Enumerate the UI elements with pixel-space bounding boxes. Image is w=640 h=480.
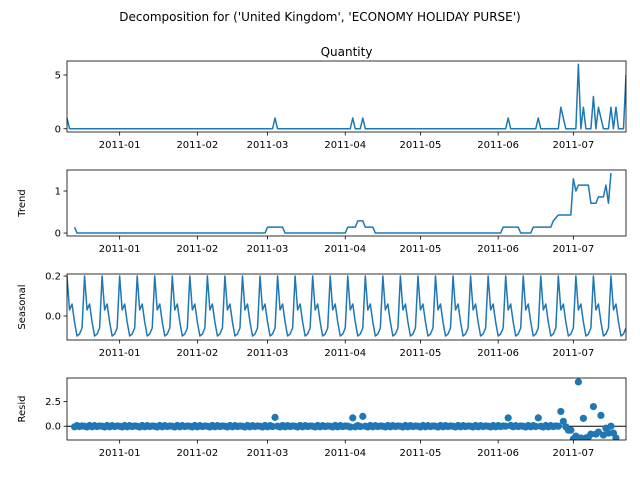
x-tick-label: 2011-05 bbox=[400, 448, 442, 459]
resid-point bbox=[504, 414, 512, 422]
resid-point bbox=[604, 429, 613, 437]
resid-point bbox=[559, 417, 567, 425]
resid-point bbox=[587, 430, 595, 438]
x-tick-label: 2011-01 bbox=[99, 140, 141, 151]
resid-point bbox=[607, 422, 615, 430]
resid-point bbox=[557, 407, 565, 416]
resid-point bbox=[359, 412, 367, 420]
resid-point bbox=[589, 402, 598, 411]
x-tick-label: 2011-07 bbox=[552, 244, 594, 255]
panel-title: Quantity bbox=[321, 45, 373, 59]
resid-point bbox=[534, 414, 542, 422]
axes-frame bbox=[66, 273, 627, 341]
resid-point bbox=[567, 426, 575, 434]
y-axis-label: Trend bbox=[17, 189, 28, 217]
resid-point bbox=[349, 414, 357, 422]
x-tick-label: 2011-01 bbox=[99, 244, 141, 255]
panel-3: Seasonal 0.0 0.2 2011-01 2011-02 2011-03 2011-… bbox=[17, 272, 627, 359]
y-tick-label: 0.0 bbox=[45, 422, 61, 433]
series-line bbox=[73, 172, 612, 234]
axes-frame bbox=[66, 377, 627, 441]
y-tick-label: 0.0 bbox=[45, 312, 61, 323]
axes-frame bbox=[66, 169, 627, 237]
x-tick-label: 2011-07 bbox=[552, 448, 594, 459]
x-tick-label: 2011-03 bbox=[247, 348, 289, 359]
x-tick-label: 2011-05 bbox=[400, 244, 442, 255]
y-axis-label: Seasonal bbox=[17, 284, 28, 329]
panels-group: Quantity 0 5 2011-01 2011-02 2011-03 2011-04 20… bbox=[17, 45, 627, 459]
x-tick-label: 2011-03 bbox=[247, 140, 289, 151]
x-tick-label: 2011-06 bbox=[477, 448, 519, 459]
axes-frame bbox=[66, 60, 627, 133]
series-line bbox=[67, 275, 626, 337]
resid-point bbox=[579, 414, 587, 422]
series-group bbox=[67, 63, 626, 130]
panel-2: Trend 0 1 2011-01 2011-02 2011-03 2011-04 2011-… bbox=[17, 169, 627, 255]
x-tick-label: 2011-06 bbox=[477, 348, 519, 359]
x-tick-label: 2011-02 bbox=[176, 244, 218, 255]
resid-point bbox=[597, 411, 605, 419]
resid-point bbox=[612, 434, 620, 440]
y-tick-label: 5 bbox=[55, 70, 61, 81]
x-tick-label: 2011-05 bbox=[400, 348, 442, 359]
x-tick-label: 2011-03 bbox=[247, 448, 289, 459]
y-tick-label: 0 bbox=[55, 124, 61, 135]
x-tick-label: 2011-03 bbox=[247, 244, 289, 255]
panel-4: Resid 0.0 2.5 2011-01 2011-02 2011-03 2011-04 2… bbox=[17, 377, 627, 459]
x-tick-label: 2011-07 bbox=[552, 348, 594, 359]
x-tick-label: 2011-01 bbox=[99, 448, 141, 459]
series-group bbox=[67, 378, 626, 440]
y-tick-label: 0.2 bbox=[45, 272, 61, 283]
series-line bbox=[67, 63, 626, 130]
x-tick-label: 2011-04 bbox=[324, 244, 366, 255]
x-tick-label: 2011-04 bbox=[324, 348, 366, 359]
figure-title: Decomposition for ('United Kingdom', 'EC… bbox=[119, 10, 520, 24]
panel-1: Quantity 0 5 2011-01 2011-02 2011-03 2011-04 20… bbox=[55, 45, 627, 151]
x-tick-label: 2011-06 bbox=[477, 244, 519, 255]
x-tick-label: 2011-01 bbox=[99, 348, 141, 359]
y-tick-label: 0 bbox=[55, 229, 61, 240]
y-tick-label: 2.5 bbox=[45, 397, 61, 408]
x-tick-label: 2011-05 bbox=[400, 140, 442, 151]
y-axis-label: Resid bbox=[17, 396, 28, 423]
x-tick-label: 2011-02 bbox=[176, 348, 218, 359]
resid-point bbox=[574, 378, 582, 386]
series-group bbox=[67, 275, 626, 337]
x-tick-label: 2011-04 bbox=[324, 448, 366, 459]
x-tick-label: 2011-07 bbox=[552, 140, 594, 151]
x-tick-label: 2011-02 bbox=[176, 140, 218, 151]
x-tick-label: 2011-02 bbox=[176, 448, 218, 459]
resid-point bbox=[271, 413, 279, 421]
x-tick-label: 2011-04 bbox=[324, 140, 366, 151]
resid-point bbox=[554, 422, 562, 430]
series-group bbox=[73, 172, 612, 234]
x-tick-label: 2011-06 bbox=[477, 140, 519, 151]
y-tick-label: 1 bbox=[55, 187, 61, 198]
